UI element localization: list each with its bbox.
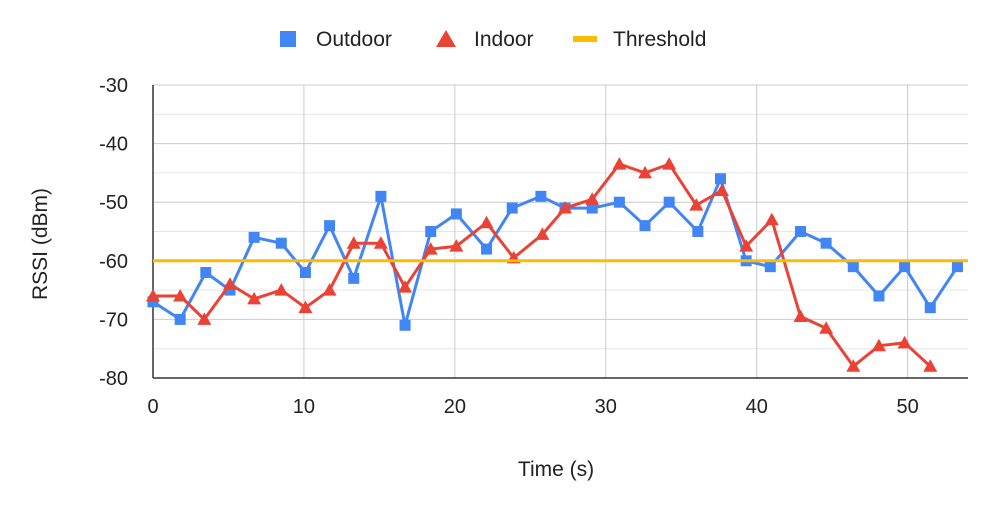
legend-swatch	[436, 30, 456, 47]
legend-item-indoor: Indoor	[436, 28, 534, 51]
y-tick-label: -50	[99, 192, 128, 214]
indoor-point	[612, 157, 627, 170]
y-tick-label: -30	[99, 75, 128, 97]
indoor-point	[764, 212, 779, 226]
y-tick-label: -60	[99, 251, 128, 273]
outdoor-point	[692, 226, 704, 237]
indoor-point	[662, 157, 677, 170]
outdoor-point	[847, 261, 859, 273]
outdoor-point	[663, 196, 675, 208]
indoor-point	[793, 309, 808, 322]
legend-item-outdoor: Outdoor	[280, 28, 392, 51]
indoor-point	[871, 338, 886, 352]
indoor-point	[923, 359, 938, 372]
indoor-point	[322, 283, 337, 296]
indoor-point	[274, 283, 289, 296]
indoor-point	[585, 192, 600, 205]
outdoor-point	[764, 261, 776, 273]
outdoor-point	[820, 237, 832, 249]
outdoor-point	[375, 190, 387, 202]
y-tick-label: -40	[99, 134, 128, 156]
legend-swatch	[573, 36, 597, 42]
series-outdoor	[147, 173, 963, 331]
outdoor-point	[535, 190, 547, 202]
outdoor-point	[639, 220, 651, 232]
outdoor-point	[324, 220, 336, 232]
indoor-point	[146, 288, 160, 302]
indoor-point	[846, 359, 861, 372]
indoor-point	[897, 335, 912, 349]
indoor-point	[346, 236, 361, 249]
indoor-point	[535, 227, 550, 240]
x-axis-title: Time (s)	[518, 458, 594, 481]
indoor-point	[479, 215, 494, 229]
outdoor-point	[147, 296, 159, 308]
indoor-point	[714, 183, 729, 196]
indoor-point	[247, 291, 262, 305]
outdoor-point	[506, 202, 518, 214]
legend-label: Indoor	[474, 28, 534, 51]
legend-item-threshold: Threshold	[573, 28, 706, 51]
legend-label: Threshold	[613, 28, 706, 51]
outdoor-point	[586, 202, 598, 214]
outdoor-point	[951, 261, 963, 273]
outdoor-point	[174, 313, 186, 325]
indoor-point	[819, 321, 834, 334]
outdoor-point	[873, 290, 885, 302]
outdoor-point	[200, 267, 212, 279]
outdoor-line	[152, 177, 959, 327]
outdoor-point	[248, 231, 260, 243]
indoor-point	[638, 165, 653, 179]
indoor-point	[398, 280, 413, 293]
indoor-point	[423, 242, 438, 255]
outdoor-point	[613, 196, 625, 208]
outdoor-point	[275, 237, 287, 249]
x-tick-label: 50	[897, 396, 919, 418]
x-tick-label: 30	[595, 396, 617, 418]
legend-label: Outdoor	[316, 28, 392, 51]
y-axis-title: RSSI (dBm)	[29, 188, 52, 300]
legend-swatch	[280, 31, 296, 47]
series-indoor	[146, 157, 938, 372]
series-layer	[146, 157, 968, 372]
outdoor-point	[399, 319, 411, 331]
axes: -30 -40 -50 -60 -70 -80 0 10 20 30 40 50	[99, 75, 968, 418]
outdoor-point	[425, 226, 437, 237]
x-tick-label: 20	[444, 396, 466, 418]
outdoor-point	[481, 243, 493, 255]
indoor-point	[739, 239, 754, 252]
y-tick-label: -80	[99, 368, 128, 390]
indoor-point	[558, 201, 573, 214]
outdoor-point	[450, 208, 462, 220]
indoor-point	[222, 277, 237, 290]
outdoor-point	[348, 272, 360, 284]
x-tick-label: 0	[147, 396, 158, 418]
y-tick-label: -70	[99, 309, 128, 331]
outdoor-point	[224, 284, 236, 296]
legend: Outdoor Indoor Threshold	[280, 28, 706, 51]
indoor-point	[449, 239, 464, 252]
outdoor-point	[794, 226, 806, 237]
outdoor-point	[899, 261, 911, 273]
indoor-point	[173, 288, 188, 302]
outdoor-point	[714, 173, 726, 185]
grid	[153, 84, 968, 378]
indoor-point	[298, 300, 313, 314]
x-tick-label: 40	[746, 396, 768, 418]
x-tick-label: 10	[293, 396, 315, 418]
indoor-point	[373, 236, 388, 249]
indoor-point	[689, 198, 704, 211]
outdoor-point	[299, 267, 311, 279]
indoor-point	[197, 312, 212, 325]
outdoor-point	[924, 302, 936, 314]
